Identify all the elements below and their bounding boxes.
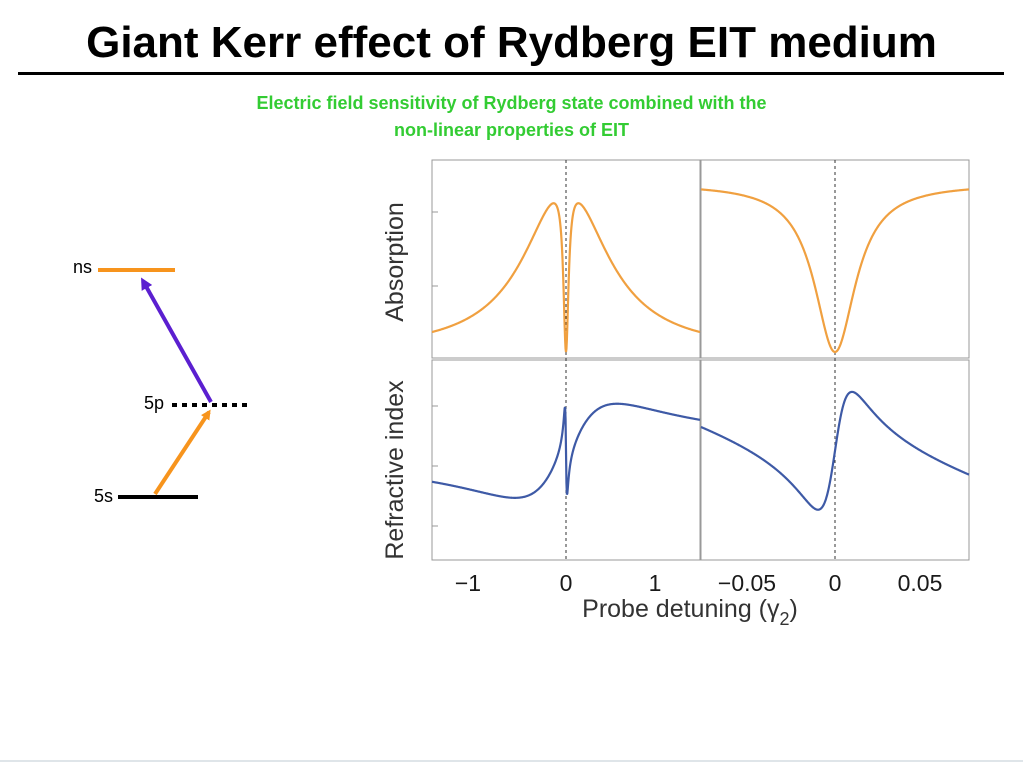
probe-arrow — [153, 409, 211, 496]
subtitle-line-1: Electric field sensitivity of Rydberg st… — [256, 93, 767, 113]
level-5p-label: 5p — [144, 393, 164, 413]
x-axis-label-close: ) — [790, 595, 798, 623]
data-curves — [431, 188, 970, 511]
curve-absorption-full — [431, 202, 701, 353]
x-axis-label-gamma: γ — [767, 595, 780, 623]
slide-title: Giant Kerr effect of Rydberg EIT medium — [86, 18, 937, 67]
x-axis-label-sub: 2 — [780, 609, 790, 629]
level-ns-label: ns — [73, 257, 92, 277]
level-diagram: ns 5p 5s — [73, 257, 250, 506]
curve-refractive-zoom — [700, 390, 970, 511]
level-5s-label: 5s — [94, 486, 113, 506]
curve-absorption-zoom — [700, 188, 970, 354]
tick-right-0: 0 — [829, 570, 842, 596]
y-axis-label-refractive: Refractive index — [381, 380, 409, 560]
slide-subtitle: Electric field sensitivity of Rydberg st… — [0, 90, 1023, 144]
tick-right-005: 0.05 — [898, 570, 943, 596]
subtitle-line-2: non-linear properties of EIT — [393, 120, 630, 140]
x-axis-label-main: Probe detuning ( — [582, 595, 768, 623]
tick-left-neg1: −1 — [455, 570, 481, 596]
plot-frames — [431, 159, 970, 561]
title-underline — [18, 72, 1004, 75]
y-axis-label-absorption: Absorption — [381, 202, 409, 322]
footer-rule — [0, 760, 1023, 762]
tick-left-1: 1 — [649, 570, 662, 596]
y-ticks — [432, 211, 438, 527]
zero-lines — [565, 160, 836, 560]
coupling-arrow — [141, 277, 213, 403]
tick-left-0: 0 — [560, 570, 573, 596]
curve-refractive-full — [431, 402, 701, 499]
tick-right-neg005: −0.05 — [718, 570, 776, 596]
x-axis-label: Probe detuning (γ2) — [582, 595, 798, 629]
